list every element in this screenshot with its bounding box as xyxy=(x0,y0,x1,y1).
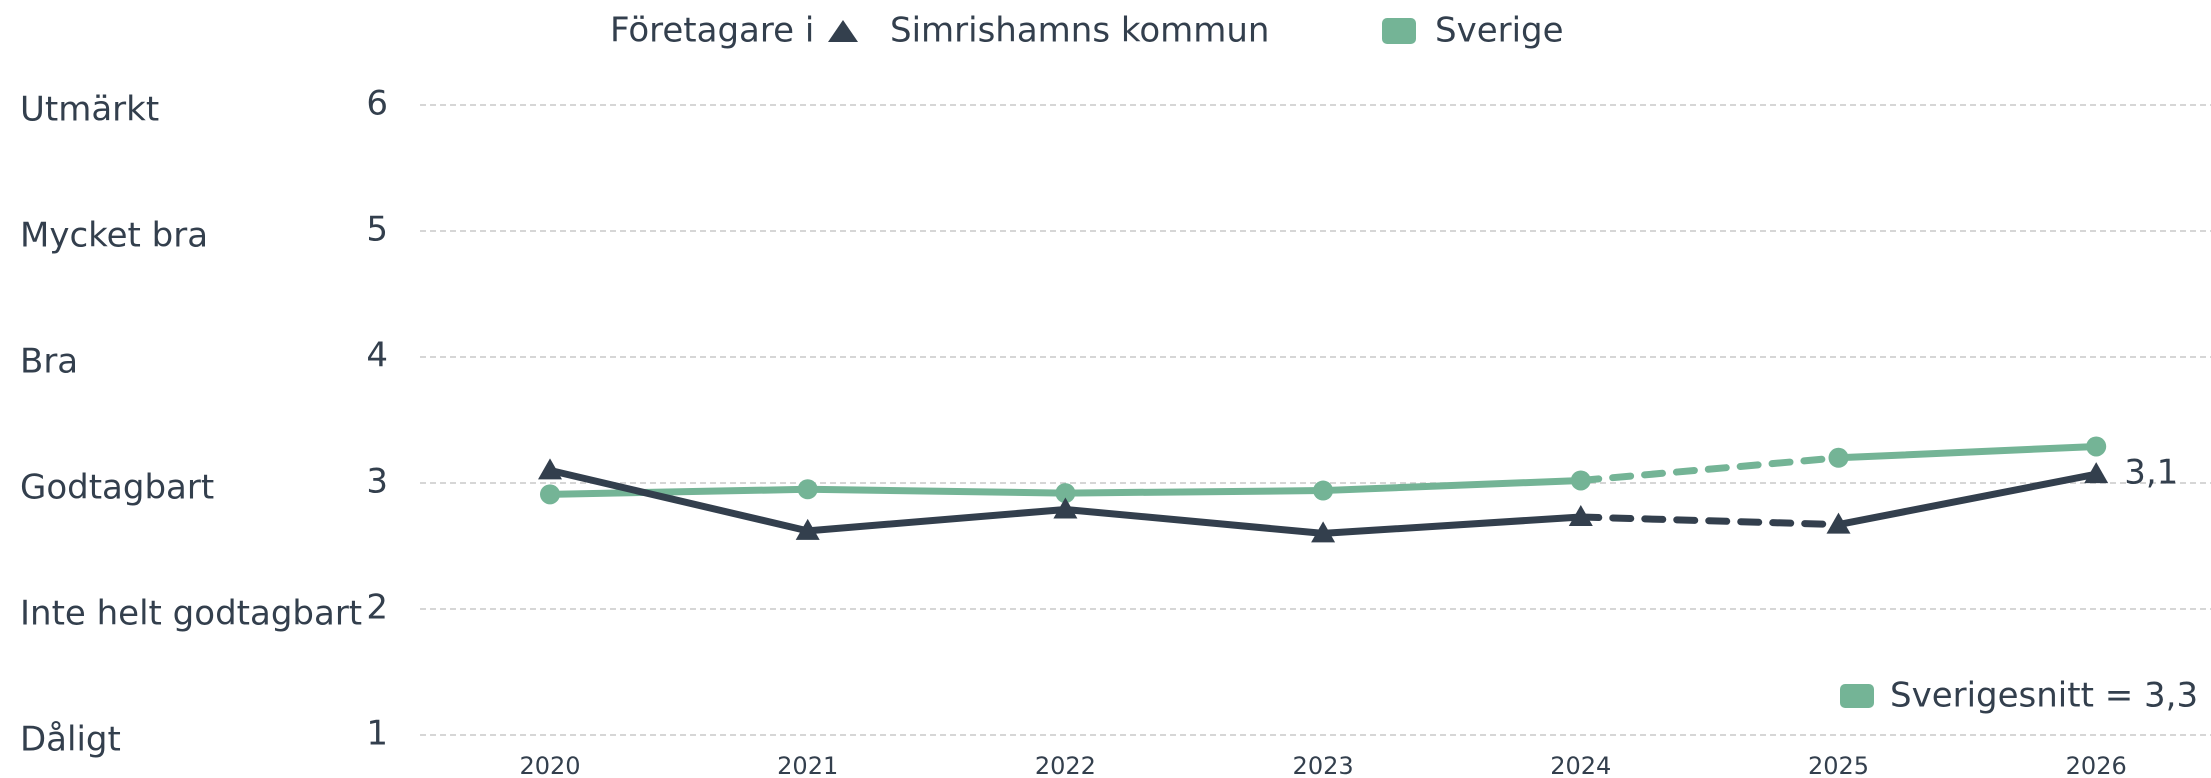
point xyxy=(1055,483,1076,504)
x-tick-label: 2021 xyxy=(777,752,838,778)
point xyxy=(1568,505,1593,527)
legend-label: Simrishamns kommun xyxy=(890,11,1269,51)
point xyxy=(795,518,820,540)
point xyxy=(1570,470,1591,491)
point xyxy=(538,458,562,480)
x-tick-label: 2024 xyxy=(1550,752,1611,778)
point xyxy=(2086,436,2107,457)
annotation-marker xyxy=(1840,684,1874,708)
line-segment xyxy=(804,485,1069,497)
line-segment xyxy=(1319,513,1585,537)
line-segment xyxy=(1577,513,1842,529)
line-segment xyxy=(1319,476,1585,495)
line-segment xyxy=(1835,442,2100,462)
y-tick-label: 5 xyxy=(366,210,388,250)
point xyxy=(1313,480,1334,501)
x-tick-label: 2023 xyxy=(1293,752,1354,778)
annotation: Sverigesnitt = 3,3 xyxy=(1890,676,2198,716)
x-tick-label: 2026 xyxy=(2066,752,2127,778)
legend-title: Företagare i xyxy=(610,11,814,51)
x-tick-label: 2020 xyxy=(519,752,580,778)
line-segment xyxy=(804,505,1069,535)
y-tick-name: Godtagbart xyxy=(20,468,214,508)
y-tick-label: 1 xyxy=(366,714,388,754)
y-tick-label: 4 xyxy=(366,336,388,376)
point xyxy=(1828,447,1849,468)
y-tick-label: 2 xyxy=(366,588,388,628)
legend-label: Sverige xyxy=(1435,11,1564,51)
point xyxy=(1311,521,1336,543)
legend-marker xyxy=(828,20,858,42)
y-tick-name: Dåligt xyxy=(20,720,121,760)
line-segment xyxy=(1577,454,1842,484)
line-segment xyxy=(1061,487,1327,497)
line-segment xyxy=(1061,505,1327,537)
point xyxy=(797,479,818,500)
legend-marker xyxy=(1382,18,1416,44)
y-tick-label: 6 xyxy=(366,84,388,124)
line-segment xyxy=(546,466,812,535)
x-tick-label: 2022 xyxy=(1035,752,1096,778)
point xyxy=(540,484,560,505)
y-tick-name: Inte helt godtagbart xyxy=(20,594,362,634)
y-tick-label: 3 xyxy=(366,462,388,502)
y-tick-name: Mycket bra xyxy=(20,216,208,256)
line-segment xyxy=(1835,470,2100,529)
y-tick-name: Bra xyxy=(20,342,78,382)
point xyxy=(1826,512,1851,534)
line-segment xyxy=(546,485,812,498)
point xyxy=(2084,462,2109,484)
point xyxy=(1053,497,1078,519)
y-tick-name: Utmärkt xyxy=(20,90,159,130)
x-tick-label: 2025 xyxy=(1808,752,1869,778)
value-label: 3,1 xyxy=(2124,453,2178,493)
